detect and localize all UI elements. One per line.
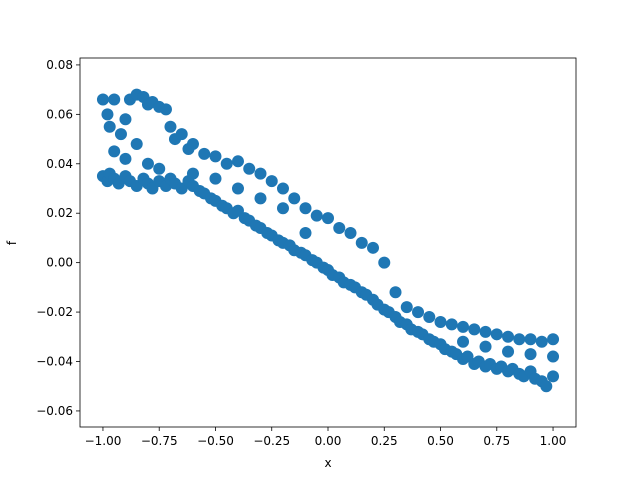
point [108, 145, 121, 158]
point [254, 167, 267, 180]
point [254, 192, 267, 205]
point [502, 330, 515, 343]
x-tick-label: −0.50 [197, 434, 234, 448]
point [119, 113, 132, 126]
x-tick-label: 0.00 [315, 434, 342, 448]
point [209, 150, 222, 163]
point [535, 335, 548, 348]
point [220, 157, 233, 170]
point [333, 222, 346, 235]
point [457, 335, 470, 348]
point [276, 182, 289, 195]
point [457, 320, 470, 333]
x-tick-label: −0.25 [253, 434, 290, 448]
point [103, 120, 116, 133]
point [114, 128, 127, 141]
y-tick-label: 0.02 [46, 206, 73, 220]
y-tick-label: 0.08 [46, 58, 73, 72]
y-axis-label: f [5, 240, 19, 245]
point [276, 202, 289, 215]
y-tick-label: 0.00 [46, 256, 73, 270]
point [524, 333, 537, 346]
point [434, 315, 447, 328]
x-tick-label: 1.00 [540, 434, 567, 448]
point [540, 380, 553, 393]
point [468, 323, 481, 336]
y-tick-label: 0.04 [46, 157, 73, 171]
point [310, 209, 323, 222]
point [141, 157, 154, 170]
point [119, 152, 132, 165]
point [96, 93, 109, 106]
point [344, 226, 357, 239]
point [524, 348, 537, 361]
point [445, 318, 458, 331]
x-tick-label: −0.75 [141, 434, 178, 448]
point [513, 333, 526, 346]
point [423, 311, 436, 324]
y-tick-label: −0.06 [36, 404, 73, 418]
point [186, 167, 199, 180]
point [265, 175, 278, 188]
point [175, 128, 188, 141]
point [299, 202, 312, 215]
point [159, 103, 172, 116]
x-axis-label: x [324, 456, 331, 470]
point [479, 340, 492, 353]
point [101, 108, 114, 121]
x-tick-label: −1.00 [85, 434, 122, 448]
point [288, 192, 301, 205]
point [231, 182, 244, 195]
y-tick-label: 0.06 [46, 107, 73, 121]
y-tick-label: −0.02 [36, 305, 73, 319]
point [299, 226, 312, 239]
point [355, 236, 368, 249]
point [231, 155, 244, 168]
point [367, 241, 380, 254]
point [389, 286, 402, 299]
y-tick-label: −0.04 [36, 355, 73, 369]
point [502, 345, 515, 358]
x-tick-label: 0.75 [483, 434, 510, 448]
point [108, 93, 121, 106]
point [186, 138, 199, 151]
point [479, 325, 492, 338]
point [547, 350, 560, 363]
point [378, 256, 391, 269]
point [243, 162, 256, 175]
point [547, 370, 560, 383]
x-tick-label: 0.50 [427, 434, 454, 448]
point [164, 120, 177, 133]
point [490, 328, 503, 341]
point [547, 333, 560, 346]
point [198, 147, 211, 160]
point [400, 301, 413, 314]
point [153, 162, 166, 175]
point [130, 138, 143, 151]
point [322, 212, 334, 225]
point [209, 172, 222, 185]
point [412, 306, 425, 319]
x-tick-label: 0.25 [371, 434, 398, 448]
